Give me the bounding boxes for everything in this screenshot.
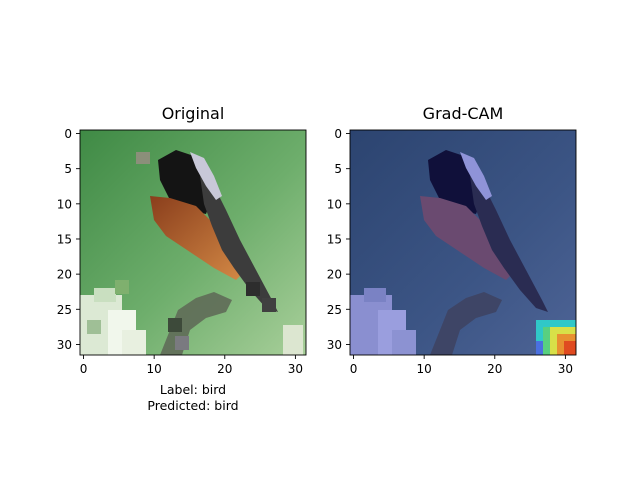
gradcam-axes-frame xyxy=(349,129,577,356)
original-ytick-label: 25 xyxy=(57,303,72,317)
original-ytick-label: 5 xyxy=(64,162,72,176)
gradcam-ytick-label: 20 xyxy=(327,268,342,282)
original-ytick-label: 30 xyxy=(57,338,72,352)
original-ytick-label: 10 xyxy=(57,197,72,211)
gradcam-ytick-label: 10 xyxy=(327,197,342,211)
gradcam-ytick-label: 15 xyxy=(327,232,342,246)
gradcam-ytick-label: 0 xyxy=(334,127,342,141)
gradcam-ytick-label: 30 xyxy=(327,338,342,352)
original-axes: 0 10 20 30 0 5 10 15 20 25 30 xyxy=(57,127,307,376)
original-xtick-label: 20 xyxy=(217,362,232,376)
gradcam-panel-title: Grad-CAM xyxy=(422,104,504,123)
gradcam-xtick-label: 30 xyxy=(558,362,573,376)
predicted-label-text: Predicted: bird xyxy=(147,398,239,413)
gradcam-xtick-label: 10 xyxy=(417,362,432,376)
caption-block: Label: bird Predicted: bird xyxy=(80,382,306,414)
original-ytick-label: 20 xyxy=(57,268,72,282)
gradcam-axes: 0 10 20 30 0 5 10 15 20 25 30 xyxy=(327,127,577,376)
gradcam-ytick-label: 5 xyxy=(334,162,342,176)
original-xtick-label: 0 xyxy=(80,362,88,376)
original-ytick-label: 0 xyxy=(64,127,72,141)
true-label-text: Label: bird xyxy=(159,382,227,397)
gradcam-ytick-label: 25 xyxy=(327,303,342,317)
original-panel-title: Original xyxy=(161,104,225,123)
original-axes-frame xyxy=(79,129,307,356)
original-image xyxy=(80,130,306,355)
original-xtick-label: 10 xyxy=(147,362,162,376)
original-xtick-label: 30 xyxy=(288,362,303,376)
gradcam-xtick-label: 20 xyxy=(487,362,502,376)
gradcam-xtick-label: 0 xyxy=(350,362,358,376)
gradcam-image xyxy=(350,130,576,355)
original-ytick-label: 15 xyxy=(57,232,72,246)
